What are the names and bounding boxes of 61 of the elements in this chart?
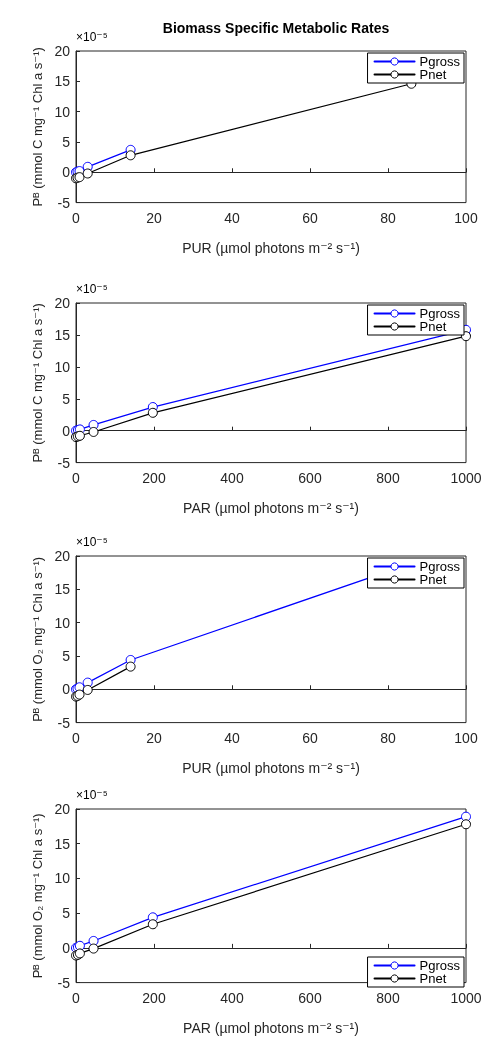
legend-label: Pgross [419, 958, 461, 973]
y-tick-label: 0 [62, 422, 71, 439]
y-tick-label: 0 [62, 681, 71, 698]
y-tick-label: 0 [62, 164, 71, 181]
x-tick-label: 80 [380, 729, 396, 746]
x-tick-label: 600 [298, 469, 322, 486]
x-tick-label: 60 [302, 209, 318, 226]
x-tick-label: 200 [142, 989, 166, 1006]
y-tick-label: 10 [54, 870, 71, 887]
x-axis-title: PUR (µmol photons m⁻² s⁻¹) [182, 760, 360, 776]
x-tick-label: 800 [376, 469, 400, 486]
legend-label: Pgross [419, 54, 461, 69]
text: ×10⁻⁵ [76, 788, 108, 802]
x-tick-label: 80 [380, 209, 396, 226]
x-axis-title: PAR (µmol photons m⁻² s⁻¹) [183, 1020, 359, 1036]
y-axis-title: Pᴮ (mmol O₂ mg⁻¹ Chl a s⁻¹) [29, 556, 45, 722]
y-axis-title: Pᴮ (mmol C mg⁻¹ Chl a s⁻¹) [29, 303, 45, 463]
x-tick-label: 1000 [450, 469, 482, 486]
y-axis-title: Pᴮ (mmol C mg⁻¹ Chl a s⁻¹) [29, 47, 45, 207]
x-tick-label: 1000 [450, 989, 482, 1006]
y-tick-label: 15 [54, 835, 71, 852]
x-axis-title: PAR (µmol photons m⁻² s⁻¹) [183, 500, 359, 516]
y-tick-label: -5 [57, 194, 71, 211]
y-tick-label: 5 [62, 390, 71, 407]
y-tick-label: 5 [62, 133, 71, 150]
y-tick-label: 10 [54, 358, 71, 375]
y-tick-label: 10 [54, 614, 71, 631]
y-tick-label: 5 [62, 905, 71, 922]
x-tick-label: 400 [220, 469, 244, 486]
x-axis-title: PUR (µmol photons m⁻² s⁻¹) [182, 240, 360, 256]
y-tick-label: 10 [54, 103, 71, 120]
x-tick-label: 600 [298, 989, 322, 1006]
x-tick-label: 100 [454, 209, 478, 226]
y-tick-label: 15 [54, 581, 71, 598]
y-tick-label: -5 [57, 974, 71, 991]
legend-label: Pgross [419, 559, 461, 574]
y-tick-label: 20 [54, 43, 71, 59]
text: ×10⁻⁵ [76, 282, 108, 296]
x-tick-label: 100 [454, 729, 478, 746]
x-tick-label: 40 [224, 729, 240, 746]
x-tick-label: 20 [146, 729, 162, 746]
x-tick-label: 800 [376, 989, 400, 1006]
y-axis-title: Pᴮ (mmol O₂ mg⁻¹ Chl a s⁻¹) [29, 813, 45, 979]
x-tick-label: 60 [302, 729, 318, 746]
x-tick-label: 200 [142, 469, 166, 486]
y-tick-label: -5 [57, 454, 71, 471]
x-tick-label: 400 [220, 989, 244, 1006]
y-tick-label: 0 [62, 939, 71, 956]
x-tick-label: 20 [146, 209, 162, 226]
y-tick-label: 15 [54, 326, 71, 343]
chart-title: Biomass Specific Metabolic Rates [162, 20, 390, 36]
legend-label: Pgross [419, 306, 461, 321]
y-tick-label: 15 [54, 73, 71, 90]
x-tick-label: 40 [224, 209, 240, 226]
text: ×10⁻⁵ [76, 535, 108, 549]
y-tick-label: -5 [57, 714, 71, 731]
y-tick-label: 20 [54, 801, 71, 817]
y-tick-label: 20 [54, 548, 71, 564]
y-tick-label: 20 [54, 295, 71, 311]
y-tick-label: 5 [62, 647, 71, 664]
text: ×10⁻⁵ [76, 30, 108, 44]
